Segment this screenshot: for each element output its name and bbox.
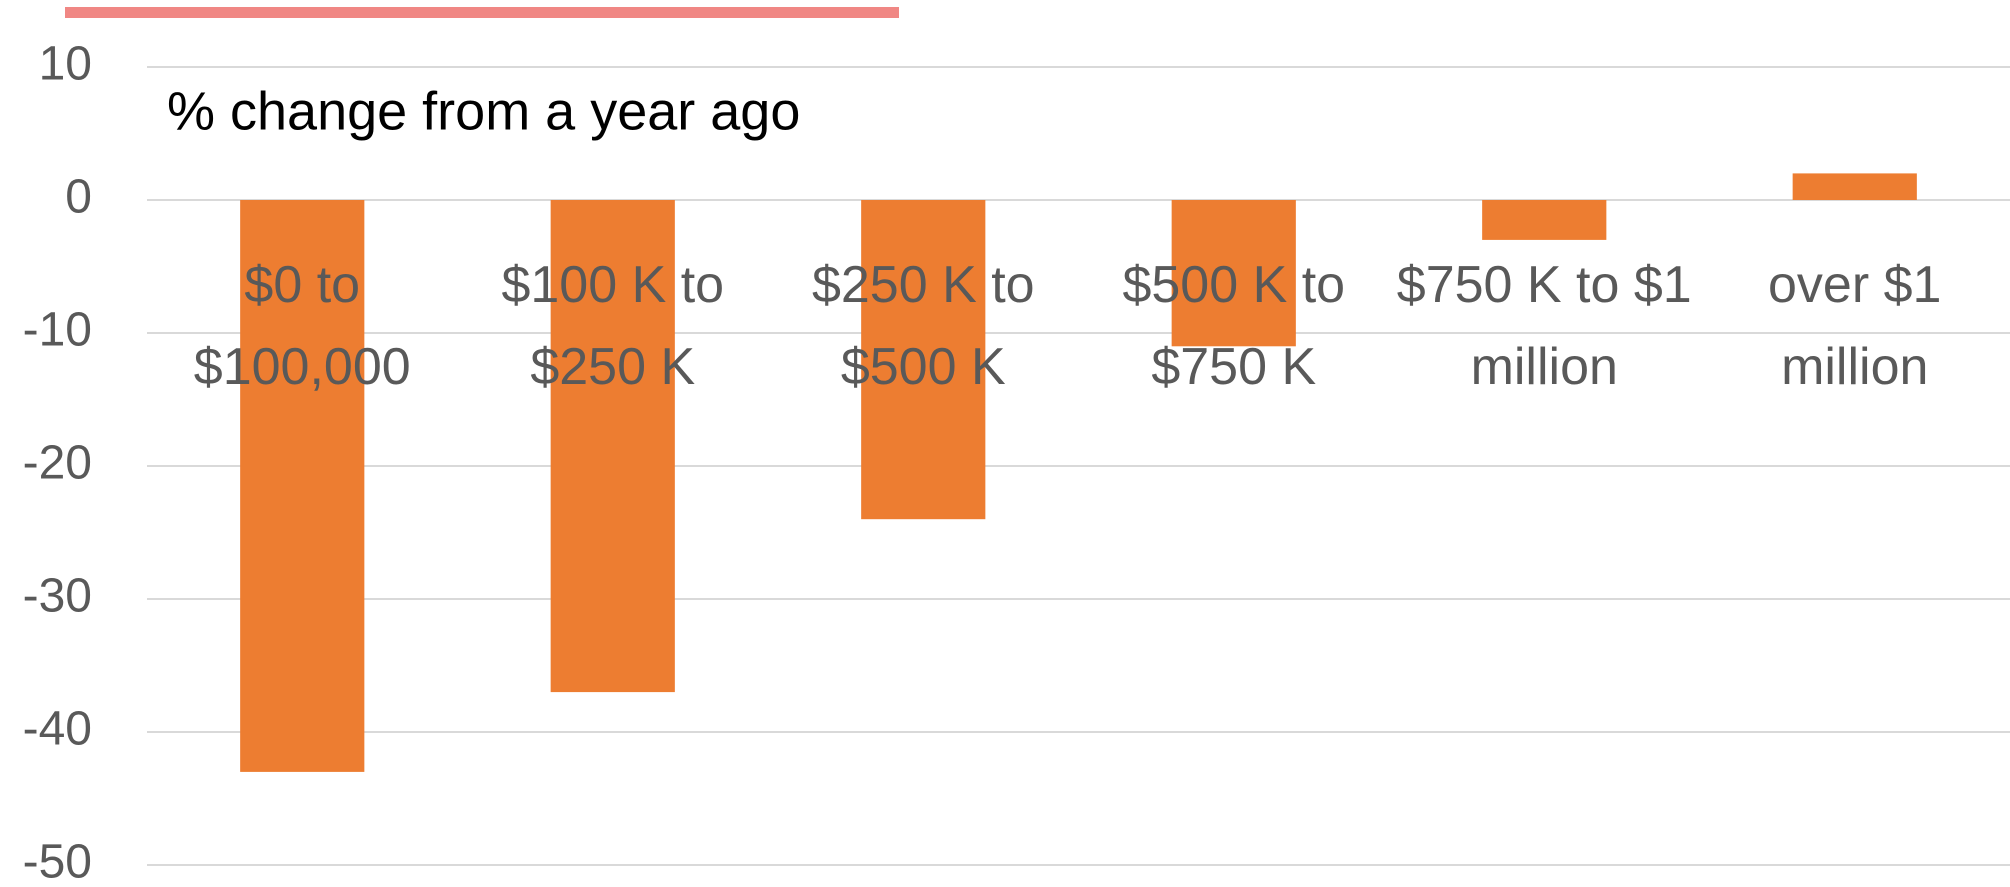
bar [1171, 200, 1296, 347]
x-tick-label: $0 to $100,000 [193, 256, 411, 396]
y-tick-label: -20 [23, 437, 92, 490]
y-tick-label: -50 [23, 836, 92, 887]
x-tick-label: over $1 million [1768, 256, 1942, 396]
bar [861, 200, 986, 520]
y-tick-label: -30 [23, 570, 92, 623]
bar [550, 200, 675, 693]
chart-title: % change from a year ago [167, 81, 800, 141]
x-tick-label: $750 K to $1 million [1396, 256, 1692, 396]
x-tick-label: $250 K to $500 K [811, 256, 1035, 396]
bar [1792, 173, 1917, 200]
x-tick-label: $100 K to $250 K [501, 256, 725, 396]
y-tick-label: -40 [23, 703, 92, 756]
y-tick-label: 10 [39, 38, 92, 91]
y-tick-label: 0 [65, 171, 92, 224]
x-tick-label: $500 K to $750 K [1122, 256, 1346, 396]
y-tick-label: -10 [23, 304, 92, 357]
bar [1482, 200, 1607, 240]
header-accent [65, 7, 899, 18]
bar [240, 200, 365, 772]
